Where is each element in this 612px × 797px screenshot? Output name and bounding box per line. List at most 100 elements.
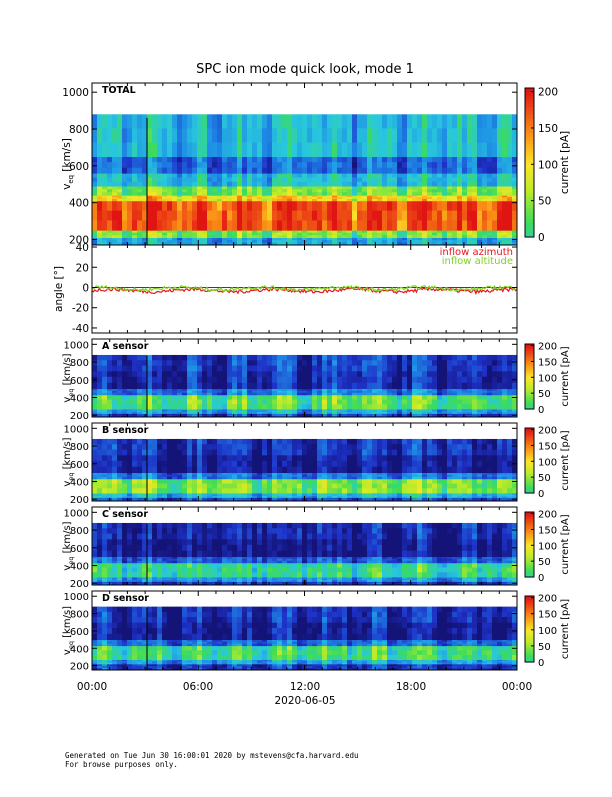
heatmap-cell	[452, 168, 457, 174]
heatmap-cell	[422, 192, 427, 195]
heatmap-cell	[382, 467, 387, 473]
heatmap-cell	[487, 182, 492, 187]
heatmap-cell	[372, 400, 377, 405]
heatmap-cell	[192, 157, 197, 163]
heatmap-cell	[502, 366, 507, 372]
heatmap-cell	[327, 114, 332, 129]
heatmap-cell	[192, 412, 197, 414]
heatmap-cell	[247, 444, 252, 450]
heatmap-cell	[377, 355, 382, 361]
heatmap-cell	[227, 114, 232, 129]
heatmap-cell	[197, 477, 202, 479]
heatmap-cell	[467, 192, 472, 195]
heatmap-cell	[402, 360, 407, 366]
heatmap-cell	[337, 395, 342, 400]
heatmap-cell	[332, 479, 337, 484]
heatmap-cell	[282, 220, 287, 230]
heatmap-cell	[272, 235, 277, 238]
heatmap-cell	[412, 233, 417, 236]
heatmap-cell	[497, 230, 502, 233]
heatmap-cell	[287, 157, 292, 163]
heatmap-cell	[462, 393, 467, 395]
heatmap-cell	[342, 477, 347, 479]
heatmap-cell	[102, 383, 107, 389]
heatmap-cell	[247, 211, 252, 221]
heatmap-cell	[292, 189, 297, 192]
heatmap-cell	[152, 186, 157, 189]
heatmap-cell	[132, 192, 137, 195]
heatmap-cell	[202, 467, 207, 473]
heatmap-cell	[332, 477, 337, 479]
heatmap-cell	[407, 355, 412, 361]
heatmap-cell	[262, 477, 267, 479]
heatmap-cell	[382, 189, 387, 192]
heatmap-cell	[402, 393, 407, 395]
heatmap-cell	[382, 477, 387, 479]
heatmap-cell	[382, 371, 387, 377]
heatmap-cell	[162, 235, 167, 238]
colorbar-tick-label: 200	[538, 342, 557, 353]
heatmap-cell	[302, 450, 307, 456]
heatmap-cell	[162, 377, 167, 383]
heatmap-cell	[197, 233, 202, 236]
heatmap-cell	[202, 395, 207, 400]
heatmap-cell	[197, 355, 202, 361]
heatmap-cell	[137, 189, 142, 192]
heatmap-cell	[97, 366, 102, 372]
heatmap-cell	[212, 488, 217, 493]
heatmap-cell	[327, 162, 332, 168]
heatmap-cell	[377, 455, 382, 461]
heatmap-cell	[477, 395, 482, 400]
heatmap-cell	[122, 488, 127, 493]
heatmap-cell	[227, 400, 232, 405]
heatmap-cell	[247, 182, 252, 187]
heatmap-cell	[292, 450, 297, 456]
heatmap-cell	[492, 192, 497, 195]
heatmap-cell	[342, 178, 347, 183]
heatmap-cell	[367, 235, 372, 238]
heatmap-cell	[217, 173, 222, 178]
heatmap-cell	[287, 371, 292, 377]
heatmap-cell	[422, 360, 427, 366]
heatmap-cell	[387, 467, 392, 473]
heatmap-cell	[282, 461, 287, 467]
heatmap-cell	[262, 235, 267, 238]
heatmap-cell	[152, 235, 157, 238]
heatmap-cell	[347, 233, 352, 236]
heatmap-cell	[182, 178, 187, 183]
heatmap-cell	[282, 235, 287, 238]
heatmap-cell	[507, 173, 512, 178]
heatmap-cell	[417, 192, 422, 195]
heatmap-cell	[287, 240, 292, 243]
heatmap-cell	[167, 371, 172, 377]
heatmap-cell	[262, 114, 267, 129]
heatmap-cell	[262, 377, 267, 383]
heatmap-cell	[292, 168, 297, 174]
heatmap-cell	[412, 238, 417, 241]
heatmap-cell	[362, 355, 367, 361]
heatmap-cell	[477, 235, 482, 238]
heatmap-cell	[172, 178, 177, 183]
heatmap-cell	[282, 211, 287, 221]
heatmap-cell	[302, 143, 307, 158]
colorbar-segment	[525, 144, 534, 148]
heatmap-cell	[217, 467, 222, 473]
colorbar-segment	[525, 159, 534, 163]
heatmap-cell	[477, 220, 482, 230]
heatmap-cell	[92, 496, 97, 498]
heatmap-cell	[482, 355, 487, 361]
heatmap-cell	[322, 484, 327, 489]
heatmap-cell	[447, 355, 452, 361]
heatmap-cell	[487, 168, 492, 174]
heatmap-cell	[282, 162, 287, 168]
heatmap-cell	[177, 461, 182, 467]
heatmap-cell	[392, 199, 397, 201]
heatmap-cell	[397, 157, 402, 163]
heatmap-cell	[242, 412, 247, 414]
heatmap-cell	[387, 461, 392, 467]
heatmap-cell	[282, 355, 287, 361]
heatmap-cell	[332, 192, 337, 195]
heatmap-cell	[177, 189, 182, 192]
heatmap-cell	[172, 220, 177, 230]
heatmap-cell	[247, 186, 252, 189]
